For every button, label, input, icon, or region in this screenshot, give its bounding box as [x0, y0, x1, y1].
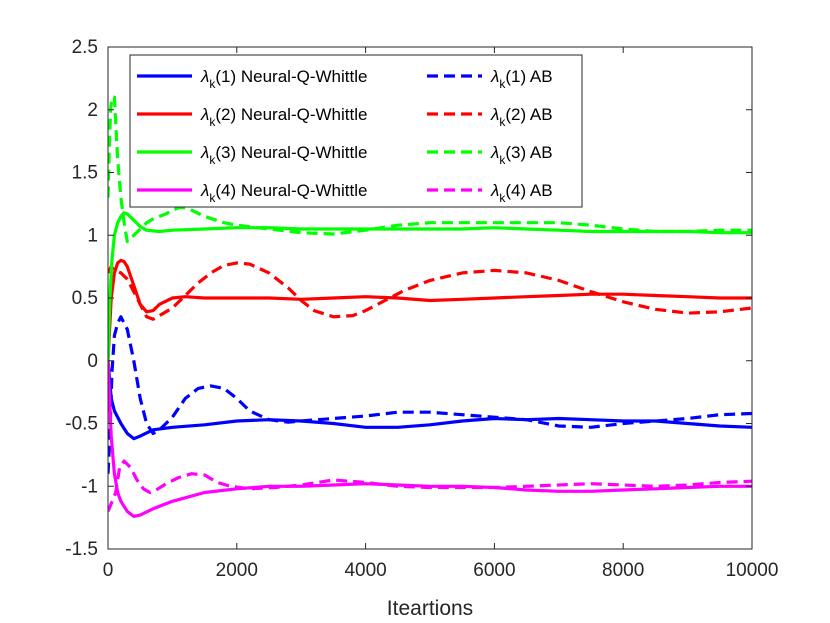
legend-label: λk(3) Neural-Q-Whittle: [200, 143, 367, 167]
y-tick-label: -1: [81, 476, 98, 497]
x-tick-label: 2000: [216, 560, 258, 581]
series-line-6: [108, 95, 752, 244]
x-tick-label: 8000: [602, 560, 644, 581]
series-line-3: [108, 258, 752, 361]
series-line-4: [108, 261, 752, 321]
legend-label: λk(1) Neural-Q-Whittle: [200, 67, 367, 91]
x-tick-label: 6000: [473, 560, 515, 581]
legend-label: λk(4) Neural-Q-Whittle: [200, 181, 367, 205]
legend-box: [129, 54, 583, 208]
series-group: [108, 95, 752, 519]
x-tick-label: 0: [103, 560, 114, 581]
legend-label: λk(4) AB: [490, 181, 553, 205]
y-tick-label: 2: [87, 100, 98, 121]
ticks-layer: 0 2000 4000 6000 8000 10000 -1.5 -1 -0.5 0 0.5 1 1.5…: [65, 37, 778, 581]
series-line-7: [108, 360, 752, 519]
y-tick-label: 1: [87, 225, 98, 246]
legend: λk(1) Neural-Q-Whittle λk(1) AB λk(2) Neur…: [129, 54, 583, 208]
x-axis-title: Iteartions: [387, 597, 473, 620]
legend-label: λk(3) AB: [490, 143, 553, 167]
y-tick-label: 0: [87, 351, 98, 372]
y-tick-label: 0.5: [72, 288, 98, 309]
y-tick-label: -0.5: [65, 414, 98, 435]
y-tick-label: -1.5: [65, 539, 98, 560]
x-tick-label: 10000: [726, 560, 779, 581]
series-line-8: [108, 459, 752, 513]
series-line-2: [108, 315, 752, 474]
y-tick-label: 1.5: [72, 163, 98, 184]
legend-label: λk(2) Neural-Q-Whittle: [200, 105, 367, 129]
legend-label: λk(1) AB: [490, 67, 553, 91]
legend-label: λk(2) AB: [490, 105, 553, 129]
x-tick-label: 4000: [344, 560, 386, 581]
y-tick-label: 2.5: [72, 37, 98, 58]
series-line-1: [108, 360, 752, 441]
series-layer: [108, 95, 752, 519]
series-line-5: [108, 211, 752, 361]
